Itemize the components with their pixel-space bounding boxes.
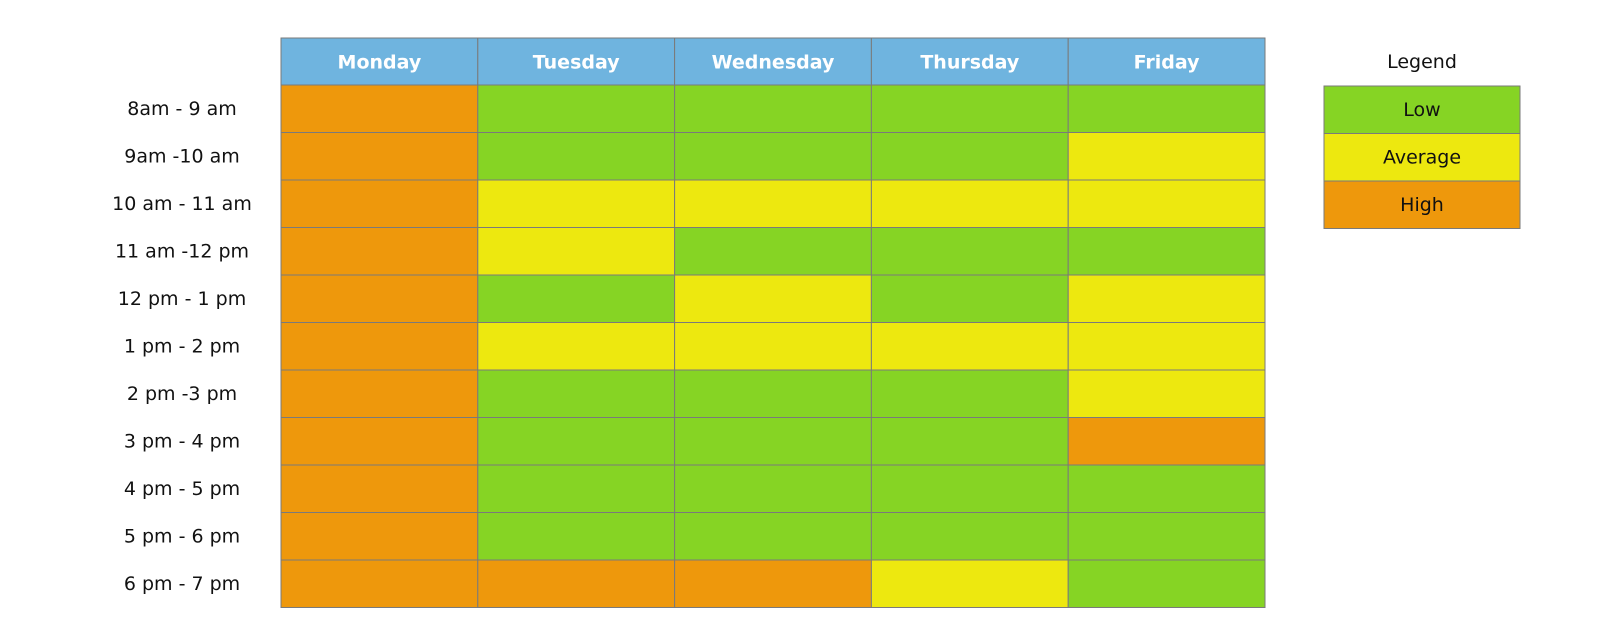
heatmap-cell-friday-6-average xyxy=(1067,322,1266,371)
heatmap-cell-wednesday-11-high xyxy=(674,559,872,608)
heatmap-cell-monday-6-high xyxy=(280,322,479,371)
heatmap-cell-tuesday-11-high xyxy=(477,559,676,608)
column-header-wednesday xyxy=(674,37,872,86)
legend-title: Legend xyxy=(1387,51,1457,73)
heatmap-cell-wednesday-10-low xyxy=(674,512,872,561)
row-label: 12 pm - 1 pm xyxy=(118,288,246,310)
row-label: 8am - 9 am xyxy=(127,98,236,120)
heatmap-cell-tuesday-3-average xyxy=(477,179,676,228)
column-header-label: Thursday xyxy=(920,52,1020,74)
legend-swatch-high xyxy=(1323,180,1521,229)
heatmap-cell-monday-2-high xyxy=(280,132,479,181)
column-header-label: Monday xyxy=(338,52,422,74)
heatmap-cell-wednesday-6-average xyxy=(674,322,872,371)
legend-label-average: Average xyxy=(1383,146,1461,168)
heatmap-cell-thursday-2-low xyxy=(870,132,1069,181)
heatmap-cell-thursday-7-low xyxy=(870,369,1069,418)
heatmap-cell-monday-8-high xyxy=(280,417,479,466)
heatmap-cell-wednesday-7-low xyxy=(674,369,872,418)
heatmap-cells xyxy=(280,84,1266,608)
row-label: 5 pm - 6 pm xyxy=(124,525,240,547)
heatmap-cell-friday-2-average xyxy=(1067,132,1266,181)
heatmap-cell-thursday-4-low xyxy=(870,227,1069,276)
heatmap-cell-wednesday-1-low xyxy=(674,84,872,133)
column-header-label: Wednesday xyxy=(712,52,835,74)
heatmap-cell-monday-7-high xyxy=(280,369,479,418)
heatmap-cell-monday-10-high xyxy=(280,512,479,561)
heatmap-cell-friday-3-average xyxy=(1067,179,1266,228)
heatmap-cell-thursday-11-average xyxy=(870,559,1069,608)
heatmap-cell-wednesday-8-low xyxy=(674,417,872,466)
heatmap-cell-monday-11-high xyxy=(280,559,479,608)
heatmap-cell-thursday-8-low xyxy=(870,417,1069,466)
heatmap-cell-wednesday-4-low xyxy=(674,227,872,276)
heatmap-cell-tuesday-1-low xyxy=(477,84,676,133)
row-label: 10 am - 11 am xyxy=(112,193,252,215)
row-label: 4 pm - 5 pm xyxy=(124,478,240,500)
heatmap-cell-monday-5-high xyxy=(280,274,479,323)
heatmap-cell-friday-9-low xyxy=(1067,464,1266,513)
row-labels: 8am - 9 am 9am -10 am 10 am - 11 am 11 am -… xyxy=(112,98,252,595)
heatmap-cell-friday-4-low xyxy=(1067,227,1266,276)
heatmap-cell-thursday-9-low xyxy=(870,464,1069,513)
heatmap-cell-monday-4-high xyxy=(280,227,479,276)
heatmap-cell-thursday-3-average xyxy=(870,179,1069,228)
heatmap-cell-wednesday-2-low xyxy=(674,132,872,181)
heatmap-cell-friday-8-high xyxy=(1067,417,1266,466)
heatmap-cell-monday-3-high xyxy=(280,179,479,228)
column-headers: Monday Tuesday Wednesday Thursday Friday xyxy=(280,37,1266,86)
row-label: 6 pm - 7 pm xyxy=(124,573,240,595)
column-header-tuesday xyxy=(477,37,676,86)
row-label: 2 pm -3 pm xyxy=(127,383,237,405)
heatmap-cell-tuesday-6-average xyxy=(477,322,676,371)
row-label: 1 pm - 2 pm xyxy=(124,335,240,357)
legend-label-low: Low xyxy=(1403,99,1440,121)
legend-label-high: High xyxy=(1400,194,1444,216)
heatmap-cell-friday-7-average xyxy=(1067,369,1266,418)
heatmap-cell-friday-1-low xyxy=(1067,84,1266,133)
row-label: 11 am -12 pm xyxy=(115,240,249,262)
heatmap-cell-friday-11-low xyxy=(1067,559,1266,608)
heatmap-cell-thursday-5-low xyxy=(870,274,1069,323)
row-label: 9am -10 am xyxy=(124,145,240,167)
legend: Legend Low Average High xyxy=(1323,51,1521,229)
heatmap-cell-wednesday-9-low xyxy=(674,464,872,513)
heatmap-cell-friday-5-average xyxy=(1067,274,1266,323)
heatmap-cell-monday-1-high xyxy=(280,84,479,133)
heatmap-cell-wednesday-3-average xyxy=(674,179,872,228)
row-label: 3 pm - 4 pm xyxy=(124,430,240,452)
heatmap-cell-thursday-1-low xyxy=(870,84,1069,133)
heatmap-cell-tuesday-4-average xyxy=(477,227,676,276)
heatmap-cell-tuesday-9-low xyxy=(477,464,676,513)
column-header-monday xyxy=(280,37,479,86)
heatmap-cell-tuesday-10-low xyxy=(477,512,676,561)
legend-swatch-low xyxy=(1323,85,1521,134)
heatmap-cell-monday-9-high xyxy=(280,464,479,513)
heatmap-cell-tuesday-2-low xyxy=(477,132,676,181)
heatmap-cell-wednesday-5-average xyxy=(674,274,872,323)
heatmap-cell-friday-10-low xyxy=(1067,512,1266,561)
column-header-label: Friday xyxy=(1134,52,1200,74)
heatmap-cell-thursday-10-low xyxy=(870,512,1069,561)
heatmap-cell-thursday-6-average xyxy=(870,322,1069,371)
column-header-friday xyxy=(1067,37,1266,86)
heatmap-cell-tuesday-5-low xyxy=(477,274,676,323)
column-header-thursday xyxy=(870,37,1069,86)
heatmap-cell-tuesday-7-low xyxy=(477,369,676,418)
column-header-label: Tuesday xyxy=(533,52,620,74)
heatmap-cell-tuesday-8-low xyxy=(477,417,676,466)
